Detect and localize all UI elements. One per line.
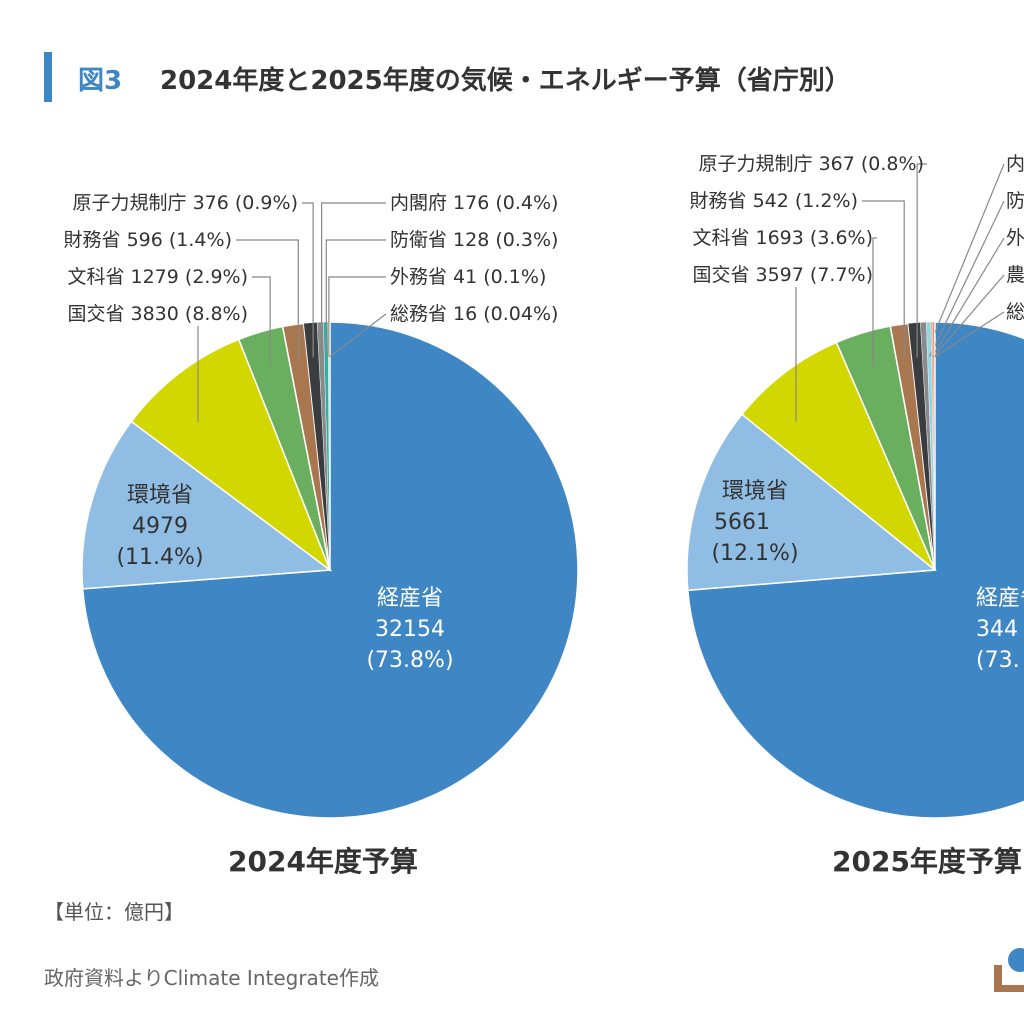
label-2024-naikaku: 内閣府 176 (0.4%) bbox=[390, 192, 559, 214]
label-name: 環境省 bbox=[126, 483, 193, 508]
label-2025-zaimu: 財務省 542 (1.2%) bbox=[689, 190, 858, 212]
leader-line-2024-7 bbox=[325, 239, 386, 357]
label-name: 環境省 bbox=[721, 479, 788, 504]
figure-number: 図3 bbox=[78, 66, 123, 96]
unit-note: 【単位：億円】 bbox=[44, 900, 184, 924]
label-2024-monka: 文科省 1279 (2.9%) bbox=[67, 266, 248, 288]
label-pct: (11.4%) bbox=[116, 545, 204, 570]
label-2024-kokko: 国交省 3830 (8.8%) bbox=[67, 303, 248, 325]
leader-line-2024-9 bbox=[329, 313, 387, 358]
label-2025-boei: 防 bbox=[1006, 190, 1024, 212]
label-value: 344 bbox=[976, 617, 1018, 642]
leader-line-2024-8 bbox=[328, 276, 386, 357]
leader-line-2025-9 bbox=[933, 274, 1005, 358]
label-2024-boei: 防衛省 128 (0.3%) bbox=[390, 229, 559, 251]
label-2024-keisan: 経産省 32154 (73.8%) bbox=[345, 583, 475, 676]
leader-line-2025-3 bbox=[872, 237, 877, 366]
pie-slice-2024-9 bbox=[329, 321, 331, 571]
label-2025-kankyo: 環境省 5661 (12.1%) bbox=[700, 476, 810, 569]
label-2025-kokko: 国交省 3597 (7.7%) bbox=[692, 264, 873, 286]
label-2025-somu: 総 bbox=[1006, 301, 1024, 323]
subtitle-2025: 2025年度予算 bbox=[832, 845, 1022, 878]
logo-mark-base bbox=[994, 985, 1024, 992]
pie-slice-2025-10 bbox=[934, 321, 936, 571]
label-2024-genshiryoku: 原子力規制庁 376 (0.9%) bbox=[72, 192, 298, 214]
label-pct: (73. bbox=[976, 648, 1020, 673]
pie-slice-2025-2 bbox=[740, 341, 936, 571]
label-value: 4979 bbox=[132, 514, 188, 539]
pie-slice-2025-1 bbox=[686, 413, 937, 592]
leader-line-2024-3 bbox=[252, 276, 271, 366]
label-2025-monka: 文科省 1693 (3.6%) bbox=[692, 227, 873, 249]
leader-line-2025-6 bbox=[924, 163, 1005, 358]
pie-slice-2024-2 bbox=[130, 338, 332, 573]
label-2025-keisan: 経産省 344 (73. bbox=[976, 583, 1024, 676]
leader-line-2024-6 bbox=[321, 202, 386, 357]
leader-line-2025-4 bbox=[862, 200, 905, 359]
logo-mark bbox=[1008, 948, 1024, 972]
label-pct: (12.1%) bbox=[711, 541, 799, 566]
label-pct: (73.8%) bbox=[366, 648, 454, 673]
leader-line-2025-7 bbox=[929, 200, 1005, 358]
leader-line-2025-5 bbox=[916, 163, 927, 358]
label-name: 経産省 bbox=[976, 586, 1024, 611]
source-note: 政府資料よりClimate Integrate作成 bbox=[44, 966, 379, 990]
subtitle-2024: 2024年度予算 bbox=[228, 845, 418, 878]
label-2024-kankyo: 環境省 4979 (11.4%) bbox=[95, 480, 225, 573]
label-value: 5661 bbox=[714, 510, 770, 535]
leader-line-2024-5 bbox=[302, 202, 314, 358]
label-2025-gaimu: 外 bbox=[1006, 227, 1024, 249]
label-2025-genshiryoku: 原子力規制庁 367 (0.8%) bbox=[698, 153, 924, 175]
title-accent-bar bbox=[44, 52, 52, 102]
label-2024-somu: 総務省 16 (0.04%) bbox=[390, 303, 559, 325]
leader-line-2024-4 bbox=[236, 239, 299, 360]
leader-line-2025-8 bbox=[931, 237, 1005, 358]
label-2024-gaimu: 外務省 41 (0.1%) bbox=[390, 266, 547, 288]
leader-line-2025-10 bbox=[934, 311, 1005, 358]
label-2025-norin: 農 bbox=[1006, 264, 1024, 286]
label-2025-naikaku: 内 bbox=[1006, 153, 1024, 175]
chart-title: 2024年度と2025年度の気候・エネルギー予算（省庁別） bbox=[160, 66, 851, 96]
label-name: 経産省 bbox=[376, 586, 443, 611]
logo-mark-bar bbox=[994, 965, 1002, 989]
pie-slice-2025-0 bbox=[687, 321, 1024, 819]
label-2024-zaimu: 財務省 596 (1.4%) bbox=[63, 229, 232, 251]
pie-slice-2024-1 bbox=[81, 420, 333, 590]
label-value: 32154 bbox=[375, 617, 445, 642]
